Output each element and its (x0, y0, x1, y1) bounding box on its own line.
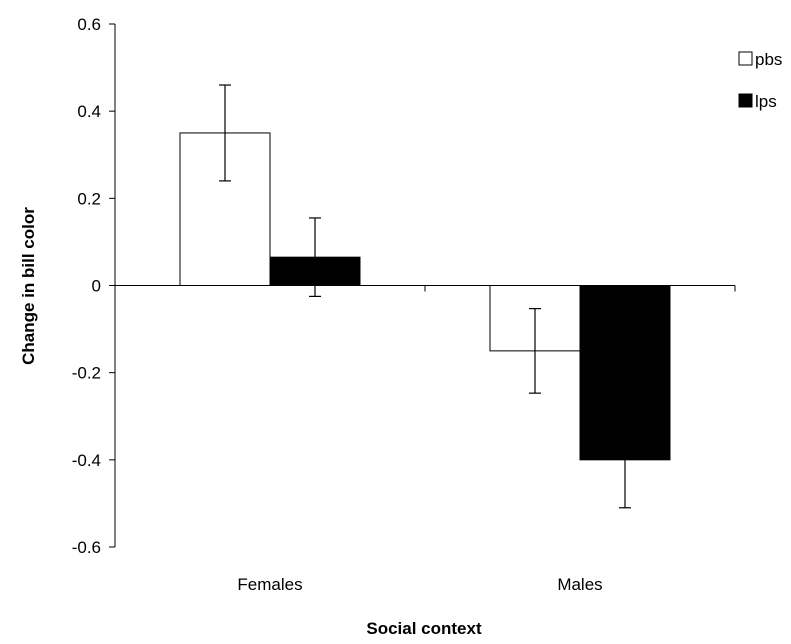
y-tick-label: 0.6 (77, 15, 101, 34)
legend-swatch-pbs (738, 51, 753, 66)
error-bars (219, 84, 631, 509)
y-tick-label: -0.6 (72, 538, 101, 557)
legend: pbs lps (738, 50, 782, 111)
category-label-males: Males (557, 575, 602, 594)
tick-labels: 0.6 0.4 0.2 0 -0.2 -0.4 -0.6 (72, 15, 101, 557)
y-tick-label: 0 (92, 277, 101, 296)
category-label-females: Females (237, 575, 302, 594)
bars (179, 132, 671, 461)
legend-label-pbs: pbs (755, 50, 782, 69)
y-tick-label: 0.4 (77, 102, 101, 121)
y-tick-label: -0.2 (72, 364, 101, 383)
legend-label-lps: lps (755, 92, 777, 111)
legend-swatch-lps (738, 93, 753, 108)
y-tick-label: 0.2 (77, 189, 101, 208)
y-axis-title: Change in bill color (19, 207, 38, 365)
category-labels: Females Males (237, 575, 602, 594)
y-tick-label: -0.4 (72, 451, 101, 470)
x-axis-title: Social context (366, 619, 482, 638)
